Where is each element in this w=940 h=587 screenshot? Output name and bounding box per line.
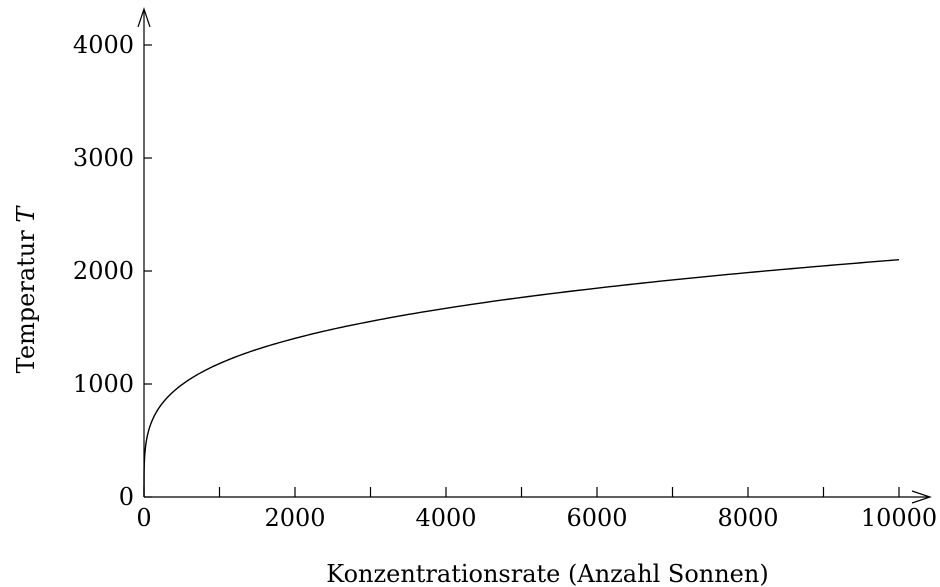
y-tick-label: 1000 <box>73 370 134 398</box>
y-tick-label: 3000 <box>73 144 134 172</box>
x-tick-label: 4000 <box>415 504 476 532</box>
x-tick-label: 2000 <box>264 504 325 532</box>
y-axis-title: Temperatur T <box>12 205 40 374</box>
y-axis-arrowhead <box>137 7 151 28</box>
x-axis-arrowhead <box>911 490 932 504</box>
x-tick-label: 8000 <box>717 504 778 532</box>
y-tick-label: 0 <box>119 483 134 511</box>
x-ticks: 0 2000 4000 6000 8000 10000 <box>136 487 937 532</box>
y-axis-title-text: Temperatur <box>12 223 40 374</box>
x-axis-title: Konzentrationsrate (Anzahl Sonnen) <box>326 560 768 587</box>
y-tick-label: 4000 <box>73 31 134 59</box>
x-tick-label: 6000 <box>566 504 627 532</box>
y-tick-label: 2000 <box>73 257 134 285</box>
y-ticks: 0 1000 2000 3000 4000 <box>73 31 152 511</box>
axes <box>137 7 932 504</box>
y-axis-title-symbol: T <box>12 205 40 223</box>
x-tick-label: 10000 <box>861 504 937 532</box>
series-line <box>143 259 900 498</box>
x-tick-label: 0 <box>136 504 151 532</box>
